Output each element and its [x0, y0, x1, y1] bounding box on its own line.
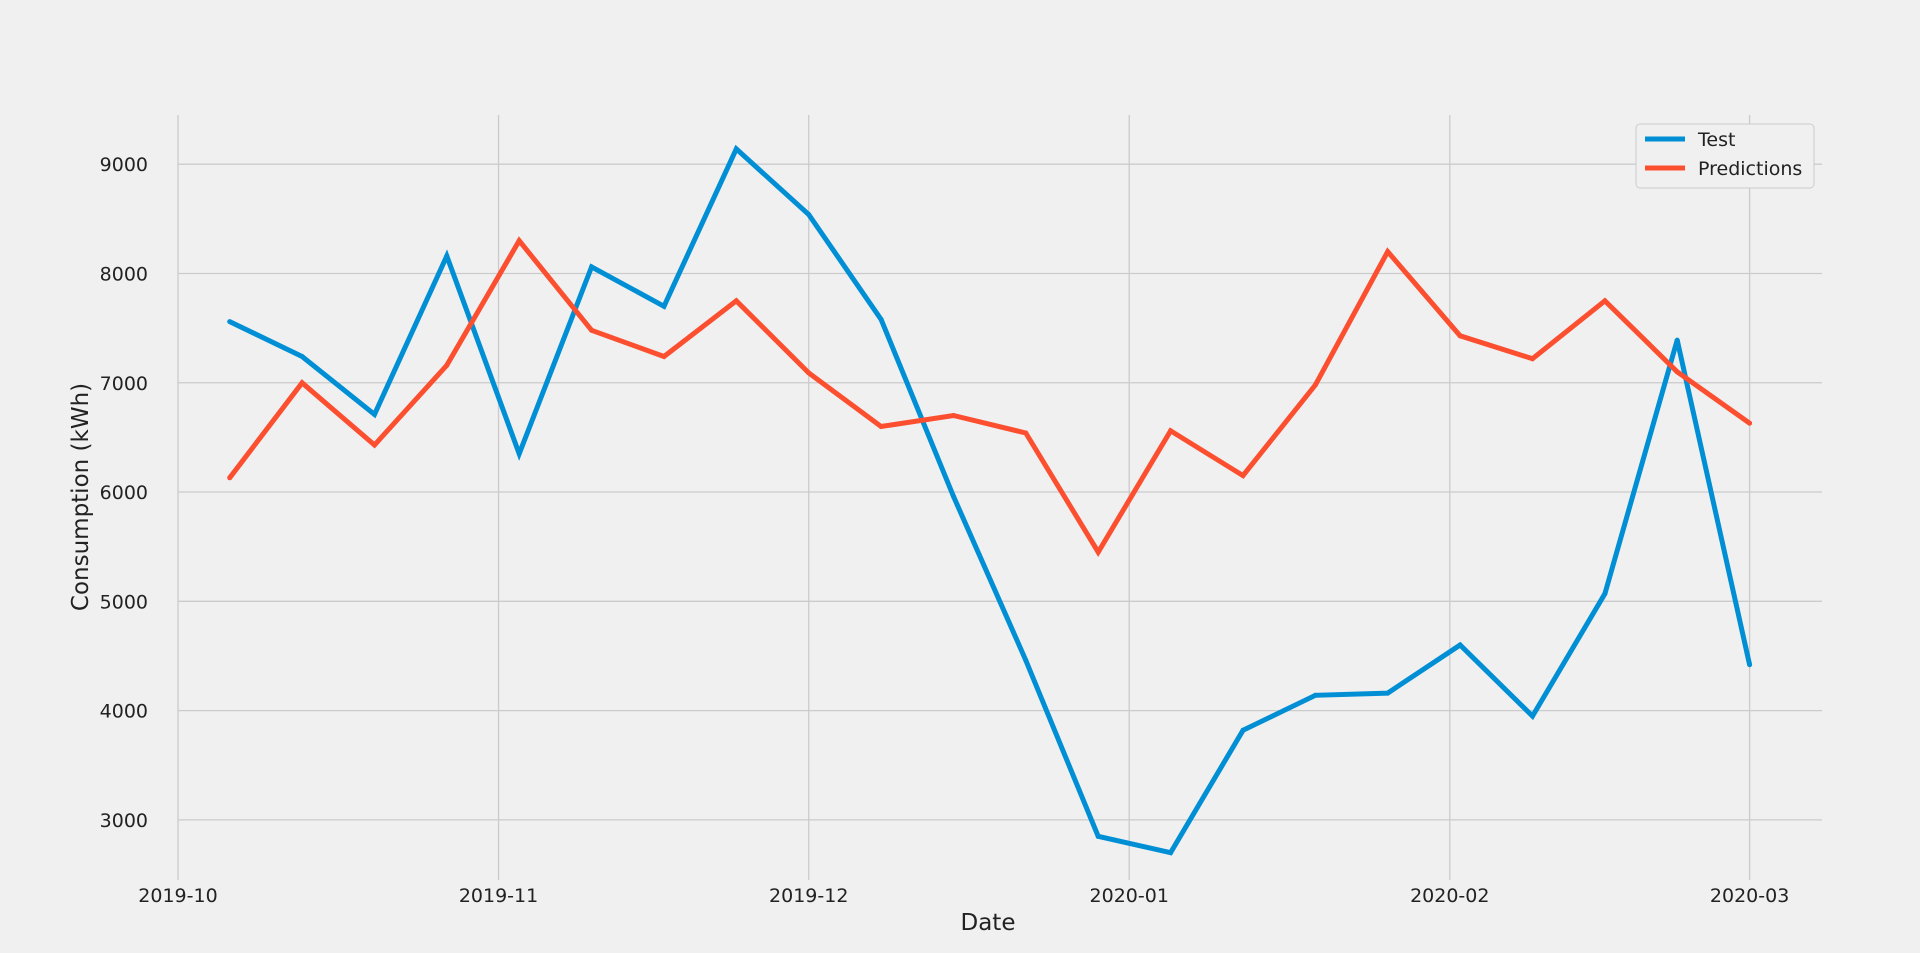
y-tick-label: 5000 [100, 591, 148, 613]
data-point-predictions [1530, 356, 1535, 362]
series-line-test [228, 144, 1753, 856]
data-point-test [1747, 662, 1753, 668]
x-tick-label: 2020-01 [1090, 885, 1169, 907]
data-point-predictions [878, 424, 884, 429]
x-tick-label: 2019-11 [459, 885, 538, 907]
x-tick-label: 2019-12 [769, 885, 848, 907]
data-point-test [1095, 833, 1101, 839]
data-point-test [1240, 727, 1246, 733]
x-tick-label: 2020-03 [1710, 885, 1789, 907]
data-point-predictions [1312, 382, 1318, 388]
data-point-test [1530, 713, 1535, 719]
data-point-predictions [806, 370, 812, 376]
data-point-predictions [372, 442, 377, 448]
data-point-test [661, 303, 667, 309]
data-point-test [878, 316, 884, 322]
x-tick-label: 2020-02 [1410, 885, 1489, 907]
data-point-test [1168, 850, 1174, 856]
data-point-predictions [1602, 298, 1608, 304]
y-tick-label: 3000 [100, 810, 148, 832]
data-point-predictions [1095, 549, 1101, 555]
data-point-predictions [951, 413, 956, 418]
data-point-test [951, 493, 956, 499]
data-point-predictions [1023, 430, 1029, 436]
data-point-predictions [227, 475, 233, 481]
data-point-predictions [661, 354, 667, 359]
data-point-predictions [1747, 420, 1753, 426]
data-point-test [733, 146, 739, 152]
x-axis-title: Date [961, 910, 1016, 936]
x-tick-label: 2019-10 [138, 885, 217, 907]
x-axis-ticks: 2019-10 2019-11 2019-12 2020-01 2020-02 2020-… [138, 885, 1789, 907]
data-point-test [1023, 657, 1029, 663]
data-point-predictions [1240, 473, 1246, 479]
y-axis-ticks: 3000 4000 5000 6000 7000 8000 9000 [100, 154, 148, 832]
data-point-test [516, 451, 522, 457]
legend-label-test: Test [1697, 129, 1735, 151]
y-tick-label: 7000 [100, 373, 148, 395]
data-point-test [299, 354, 305, 359]
data-point-test [372, 411, 377, 417]
data-point-test [589, 264, 595, 270]
data-point-predictions [1674, 369, 1680, 375]
series-line-predictions [227, 236, 1752, 557]
data-point-predictions [1168, 428, 1174, 434]
y-tick-label: 8000 [100, 263, 148, 285]
data-point-test [1602, 591, 1608, 597]
data-point-predictions [444, 362, 450, 368]
data-point-predictions [1457, 333, 1463, 339]
data-point-predictions [1385, 249, 1391, 255]
legend: Test Predictions [1635, 123, 1815, 189]
legend-label-predictions: Predictions [1698, 158, 1802, 180]
data-point-predictions [733, 298, 739, 304]
data-point-test [444, 253, 450, 259]
y-tick-label: 4000 [100, 701, 148, 723]
data-point-test [1674, 337, 1680, 343]
grid [177, 115, 1822, 880]
data-point-test [227, 319, 233, 325]
plot-area [227, 144, 1753, 856]
y-axis-title: Consumption (kWh) [68, 383, 94, 611]
data-point-predictions [516, 238, 522, 244]
data-point-test [1312, 692, 1318, 698]
data-point-predictions [589, 327, 595, 333]
data-point-test [1385, 690, 1391, 696]
data-point-test [806, 212, 812, 217]
data-point-test [1457, 642, 1463, 648]
y-tick-label: 9000 [100, 154, 148, 176]
data-point-predictions [299, 380, 305, 386]
y-tick-label: 6000 [100, 482, 148, 504]
